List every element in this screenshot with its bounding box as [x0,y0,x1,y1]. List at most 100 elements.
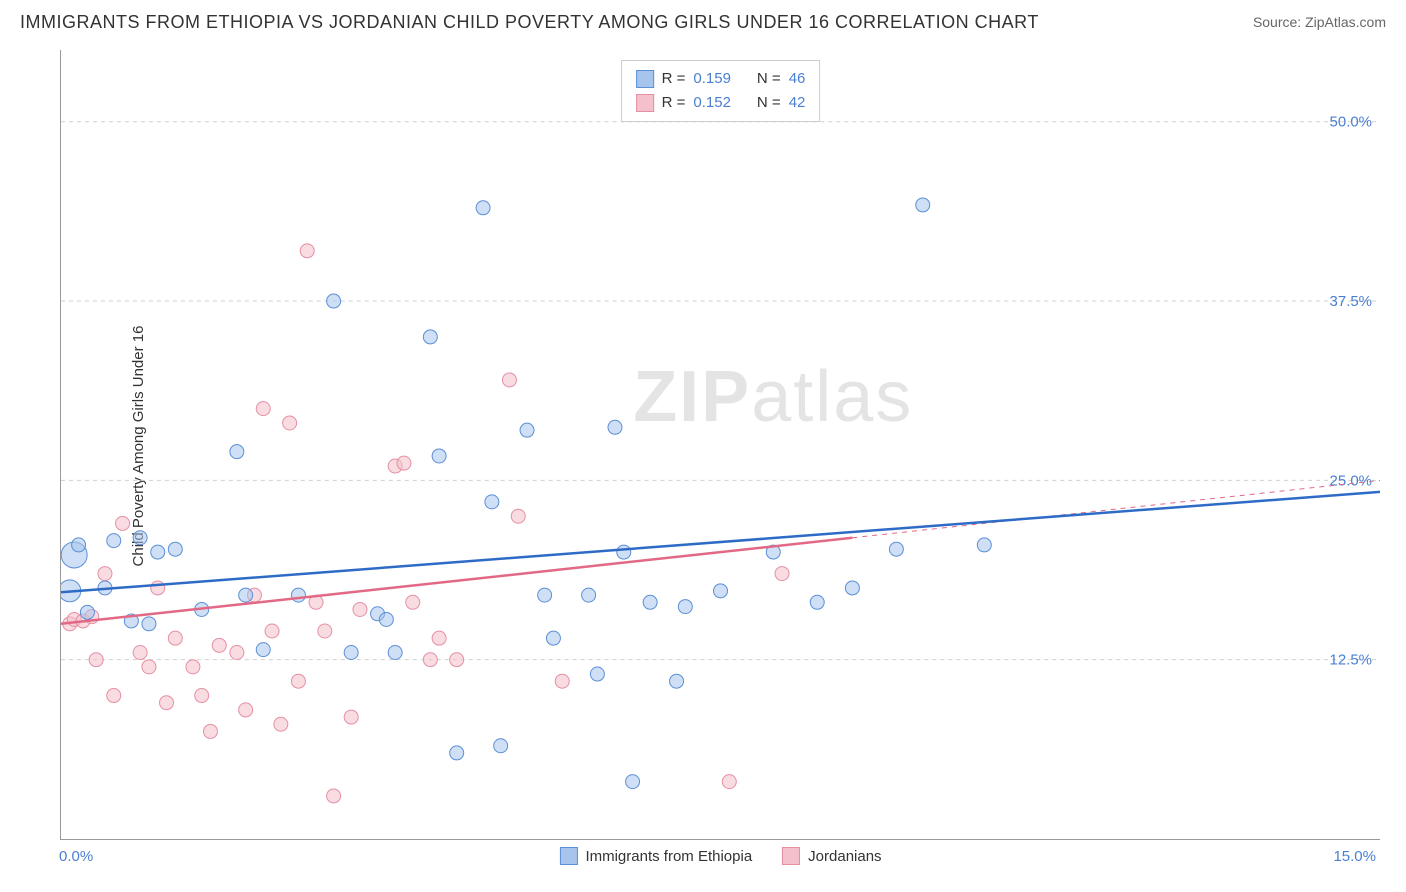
data-point [494,739,508,753]
y-tick-label: 25.0% [1330,472,1372,489]
x-axis-min-label: 0.0% [59,848,93,865]
y-tick-label: 12.5% [1330,652,1372,669]
legend-item-series2: Jordanians [782,847,881,865]
data-point [511,509,525,523]
data-point [406,595,420,609]
data-point [291,674,305,688]
data-point [643,595,657,609]
data-point [186,660,200,674]
data-point [80,605,94,619]
data-point [142,617,156,631]
data-point [678,600,692,614]
data-point [212,638,226,652]
data-point [485,495,499,509]
data-point [714,584,728,598]
plot-area: ZIPatlas R = 0.159 N = 46 R = 0.152 N = … [60,50,1380,840]
data-point [916,198,930,212]
data-point [397,456,411,470]
data-point [845,581,859,595]
data-point [889,542,903,556]
legend-label-series1: Immigrants from Ethiopia [585,848,752,865]
data-point [432,631,446,645]
data-point [450,653,464,667]
data-point [546,631,560,645]
correlation-legend-row: R = 0.159 N = 46 [636,67,806,91]
data-point [98,567,112,581]
data-point [291,588,305,602]
n-label: N = [757,67,781,91]
data-point [151,545,165,559]
data-point [318,624,332,638]
legend-swatch-series2 [636,94,654,112]
data-point [256,402,270,416]
data-point [168,631,182,645]
data-point [107,689,121,703]
data-point [133,531,147,545]
r-label: R = [662,67,686,91]
data-point [379,613,393,627]
data-point [203,724,217,738]
data-point [617,545,631,559]
chart-title: IMMIGRANTS FROM ETHIOPIA VS JORDANIAN CH… [20,12,1039,33]
series-legend: Immigrants from Ethiopia Jordanians [559,847,881,865]
legend-item-series1: Immigrants from Ethiopia [559,847,752,865]
trend-line [61,492,1380,592]
source-prefix: Source: [1253,14,1305,30]
data-point [72,538,86,552]
legend-label-series2: Jordanians [808,848,881,865]
data-point [810,595,824,609]
x-axis-max-label: 15.0% [1333,848,1376,865]
data-point [722,775,736,789]
data-point [520,423,534,437]
source-name: ZipAtlas.com [1305,14,1386,30]
y-tick-label: 50.0% [1330,114,1372,131]
data-point [538,588,552,602]
chart-svg: 12.5% 25.0% 37.5% 50.0% [61,50,1380,839]
data-point [555,674,569,688]
data-point [432,449,446,463]
data-point [423,653,437,667]
data-point [168,542,182,556]
data-point [423,330,437,344]
data-point [300,244,314,258]
correlation-legend-row: R = 0.152 N = 42 [636,91,806,115]
data-point [230,646,244,660]
data-point [582,588,596,602]
n-label: N = [757,91,781,115]
data-point [388,646,402,660]
data-point [142,660,156,674]
data-point [327,294,341,308]
r-value-series1: 0.159 [693,67,731,91]
data-point [256,643,270,657]
data-point [590,667,604,681]
data-point [344,710,358,724]
data-point [239,588,253,602]
n-value-series1: 46 [789,67,806,91]
data-point [283,416,297,430]
data-point [450,746,464,760]
data-point [89,653,103,667]
data-point [977,538,991,552]
data-point [151,581,165,595]
data-point [160,696,174,710]
legend-swatch-series1 [559,847,577,865]
data-point [626,775,640,789]
legend-swatch-series1 [636,70,654,88]
data-point [353,602,367,616]
data-point [230,445,244,459]
data-point [327,789,341,803]
data-point [670,674,684,688]
data-point [502,373,516,387]
data-point [608,420,622,434]
y-tick-label: 37.5% [1330,293,1372,310]
data-point [476,201,490,215]
data-point [133,646,147,660]
data-point [195,689,209,703]
data-point [107,534,121,548]
data-point [265,624,279,638]
data-point [274,717,288,731]
data-point [116,516,130,530]
data-point [239,703,253,717]
n-value-series2: 42 [789,91,806,115]
source-attribution: Source: ZipAtlas.com [1253,14,1386,30]
